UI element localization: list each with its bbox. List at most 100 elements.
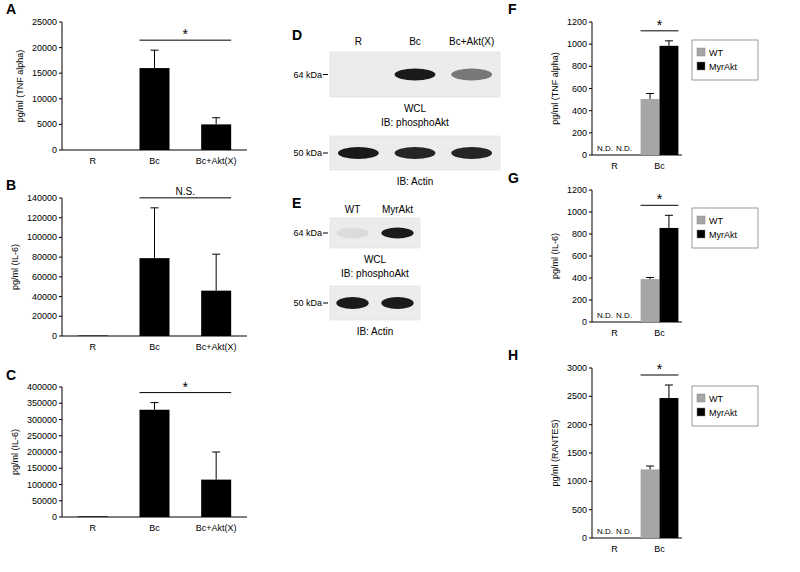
y-tick-label: 120000 [27, 213, 57, 223]
y-tick-label: 600 [572, 84, 587, 94]
legend-label: MyrAkt [709, 230, 737, 240]
y-tick-label: 250000 [27, 431, 57, 441]
x-tick-label: R [611, 161, 618, 171]
chart-panel: 050010001500200025003000pg/ml (RANTES)RB… [550, 361, 758, 554]
y-axis [62, 22, 63, 150]
bar [140, 410, 170, 517]
bar [660, 46, 679, 155]
legend-swatch [697, 394, 705, 402]
value-label: N.D. [616, 144, 632, 153]
error-whisker [650, 93, 651, 99]
y-axis-label: pg/ml (RANTES) [550, 419, 560, 486]
error-bar [151, 50, 159, 68]
legend-label: WT [709, 216, 723, 226]
mw-tick [323, 74, 328, 75]
error-cap [646, 93, 654, 94]
error-whisker [154, 50, 155, 68]
legend-label: WT [709, 48, 723, 58]
y-tick-label: 400 [572, 106, 587, 116]
legend: WTMyrAkt [692, 386, 758, 426]
marks [140, 50, 232, 150]
y-tick-label: 1000 [567, 207, 587, 217]
y-tick-label: 1200 [567, 17, 587, 27]
y-tick-label: 15000 [32, 68, 57, 78]
band [395, 69, 436, 81]
mw-label: 50 kDa [293, 148, 322, 158]
panel-letter: D [292, 27, 302, 43]
legend-swatch [697, 408, 705, 416]
y-tick-label: 200 [572, 128, 587, 138]
value-label: N.D. [597, 527, 613, 536]
y-tick-label: 350000 [27, 398, 57, 408]
y-tick-label: 0 [582, 533, 587, 543]
y-axis [592, 22, 593, 155]
bar [641, 279, 660, 322]
lane-label: Bc [409, 36, 421, 47]
x-tick-label: R [90, 342, 97, 352]
legend: WT MyrAkt [692, 208, 758, 248]
bar [140, 258, 170, 336]
band [451, 147, 492, 159]
bar [140, 68, 170, 150]
bar [201, 480, 231, 517]
error-bar [151, 208, 159, 258]
y-tick-label: 800 [572, 61, 587, 71]
y-tick-label: 140000 [27, 193, 57, 203]
error-whisker [668, 41, 669, 46]
error-whisker [154, 403, 155, 410]
error-whisker [650, 466, 651, 469]
x-tick-label: R [611, 544, 618, 554]
blot-panel: WTMyrAkt64 kDaWCLIB: phosphoAkt50 kDaIB:… [293, 204, 420, 337]
y-tick-label: 5000 [37, 119, 57, 129]
legend: WTMyrAkt [692, 40, 758, 80]
error-cap [646, 466, 654, 467]
error-bar [212, 118, 220, 125]
band [338, 147, 379, 159]
significance-label: * [657, 17, 663, 33]
error-whisker [668, 215, 669, 228]
error-whisker [216, 254, 217, 290]
lane-label: WT [345, 204, 361, 215]
chart-panel: 020040060080010001200pg/ml (TNF alpha)RB… [550, 17, 758, 171]
mw-label: 50 kDa [293, 298, 322, 308]
panel-letter: A [6, 1, 16, 17]
chart-panel: 020000400006000080000100000120000140000p… [10, 186, 247, 352]
y-axis-label: pg/ml (IL-6) [10, 244, 20, 290]
x-tick-label: Bc [654, 544, 665, 554]
panel-letter: G [508, 170, 519, 186]
y-tick-label: 40000 [32, 292, 57, 302]
panel-letter: E [292, 195, 301, 211]
error-bar [151, 403, 159, 410]
y-tick-label: 0 [582, 317, 587, 327]
legend-label: MyrAkt [709, 408, 737, 418]
x-tick-label: Bc [654, 161, 665, 171]
x-tick-label: Bc [654, 328, 665, 338]
error-cap [665, 215, 673, 216]
lane-label: R [355, 36, 362, 47]
band [338, 69, 379, 81]
legend-frame [692, 40, 758, 80]
blot-background [330, 218, 420, 248]
blot-panel: RBcBc+Akt(X)64 kDaWCLIB: phosphoAkt50 kD… [293, 36, 500, 187]
band [381, 228, 413, 239]
y-tick-label: 150000 [27, 463, 57, 473]
blot-caption: IB: phosphoAkt [341, 268, 409, 279]
band [336, 228, 368, 239]
x-tick-label: Bc+Akt(X) [196, 342, 237, 352]
significance-label: * [183, 26, 189, 42]
legend-frame [692, 208, 758, 248]
error-cap [151, 207, 159, 208]
y-tick-label: 50000 [32, 496, 57, 506]
mw-label: 64 kDa [293, 228, 322, 238]
y-tick-label: 1200 [567, 185, 587, 195]
bar [641, 99, 660, 155]
y-axis-label: pg/ml (IL-6) [10, 429, 20, 475]
y-tick-label: 600 [572, 251, 587, 261]
value-label: N.D. [597, 311, 613, 320]
band [451, 69, 492, 81]
y-tick-label: 200000 [27, 447, 57, 457]
chart-panel: 0500001000001500002000002500003000003500… [10, 379, 247, 533]
bar [660, 228, 679, 322]
bar [78, 150, 108, 151]
y-tick-label: 1000 [567, 476, 587, 486]
